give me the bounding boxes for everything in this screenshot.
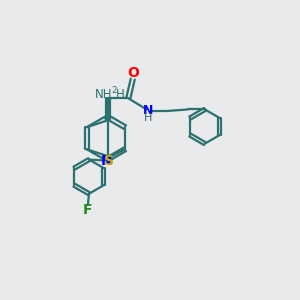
Text: NH: NH — [95, 88, 112, 101]
Text: S: S — [104, 154, 114, 168]
Text: H: H — [144, 113, 152, 123]
Text: F: F — [83, 203, 93, 217]
Text: H: H — [116, 88, 125, 101]
Text: O: O — [127, 66, 139, 80]
Text: 2: 2 — [111, 86, 117, 95]
Text: N: N — [100, 154, 112, 168]
Text: N: N — [143, 104, 153, 117]
